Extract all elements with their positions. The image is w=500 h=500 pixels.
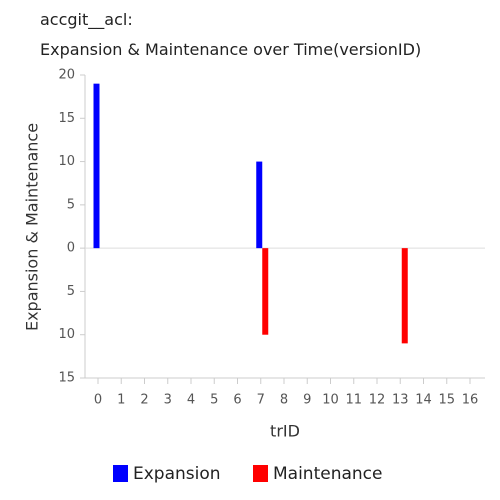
x-tick-label: 14 [415, 393, 432, 408]
y-tick-label: 0 [67, 241, 75, 256]
x-tick-label: 10 [322, 393, 339, 408]
y-tick-label: 20 [58, 68, 75, 83]
chart-title: accgit__acl: [40, 10, 133, 30]
x-tick-label: 16 [462, 393, 479, 408]
y-tick-label: 5 [67, 284, 75, 299]
x-tick-label: 2 [140, 393, 148, 408]
legend-label: Maintenance [273, 464, 382, 484]
x-tick-label: 12 [369, 393, 386, 408]
bar [256, 161, 263, 249]
y-tick-label: 10 [58, 154, 75, 169]
chart-subtitle: Expansion & Maintenance over Time(versio… [40, 40, 421, 59]
y-axis-title: Expansion & Maintenance [23, 123, 42, 331]
bar [93, 83, 100, 249]
x-axis-title: trID [270, 422, 300, 441]
y-tick-label: 15 [58, 111, 75, 126]
x-tick-label: 0 [94, 393, 102, 408]
x-tick-label: 5 [210, 393, 218, 408]
legend-swatch [253, 465, 268, 482]
x-tick-label: 11 [345, 393, 362, 408]
x-tick-label: 15 [438, 393, 455, 408]
y-tick-label: 5 [67, 197, 75, 212]
x-tick-label: 3 [164, 393, 172, 408]
x-tick-label: 4 [187, 393, 195, 408]
x-tick-label: 7 [257, 393, 265, 408]
x-tick-label: 13 [392, 393, 409, 408]
x-tick-label: 8 [280, 393, 288, 408]
bar [401, 248, 408, 344]
x-tick-label: 6 [233, 393, 241, 408]
y-tick-label: 10 [58, 327, 75, 342]
legend-swatch [113, 465, 128, 482]
x-tick-label: 1 [117, 393, 125, 408]
y-tick-label: 15 [58, 371, 75, 386]
bar [262, 248, 269, 335]
x-tick-label: 9 [303, 393, 311, 408]
legend-label: Expansion [133, 464, 221, 484]
